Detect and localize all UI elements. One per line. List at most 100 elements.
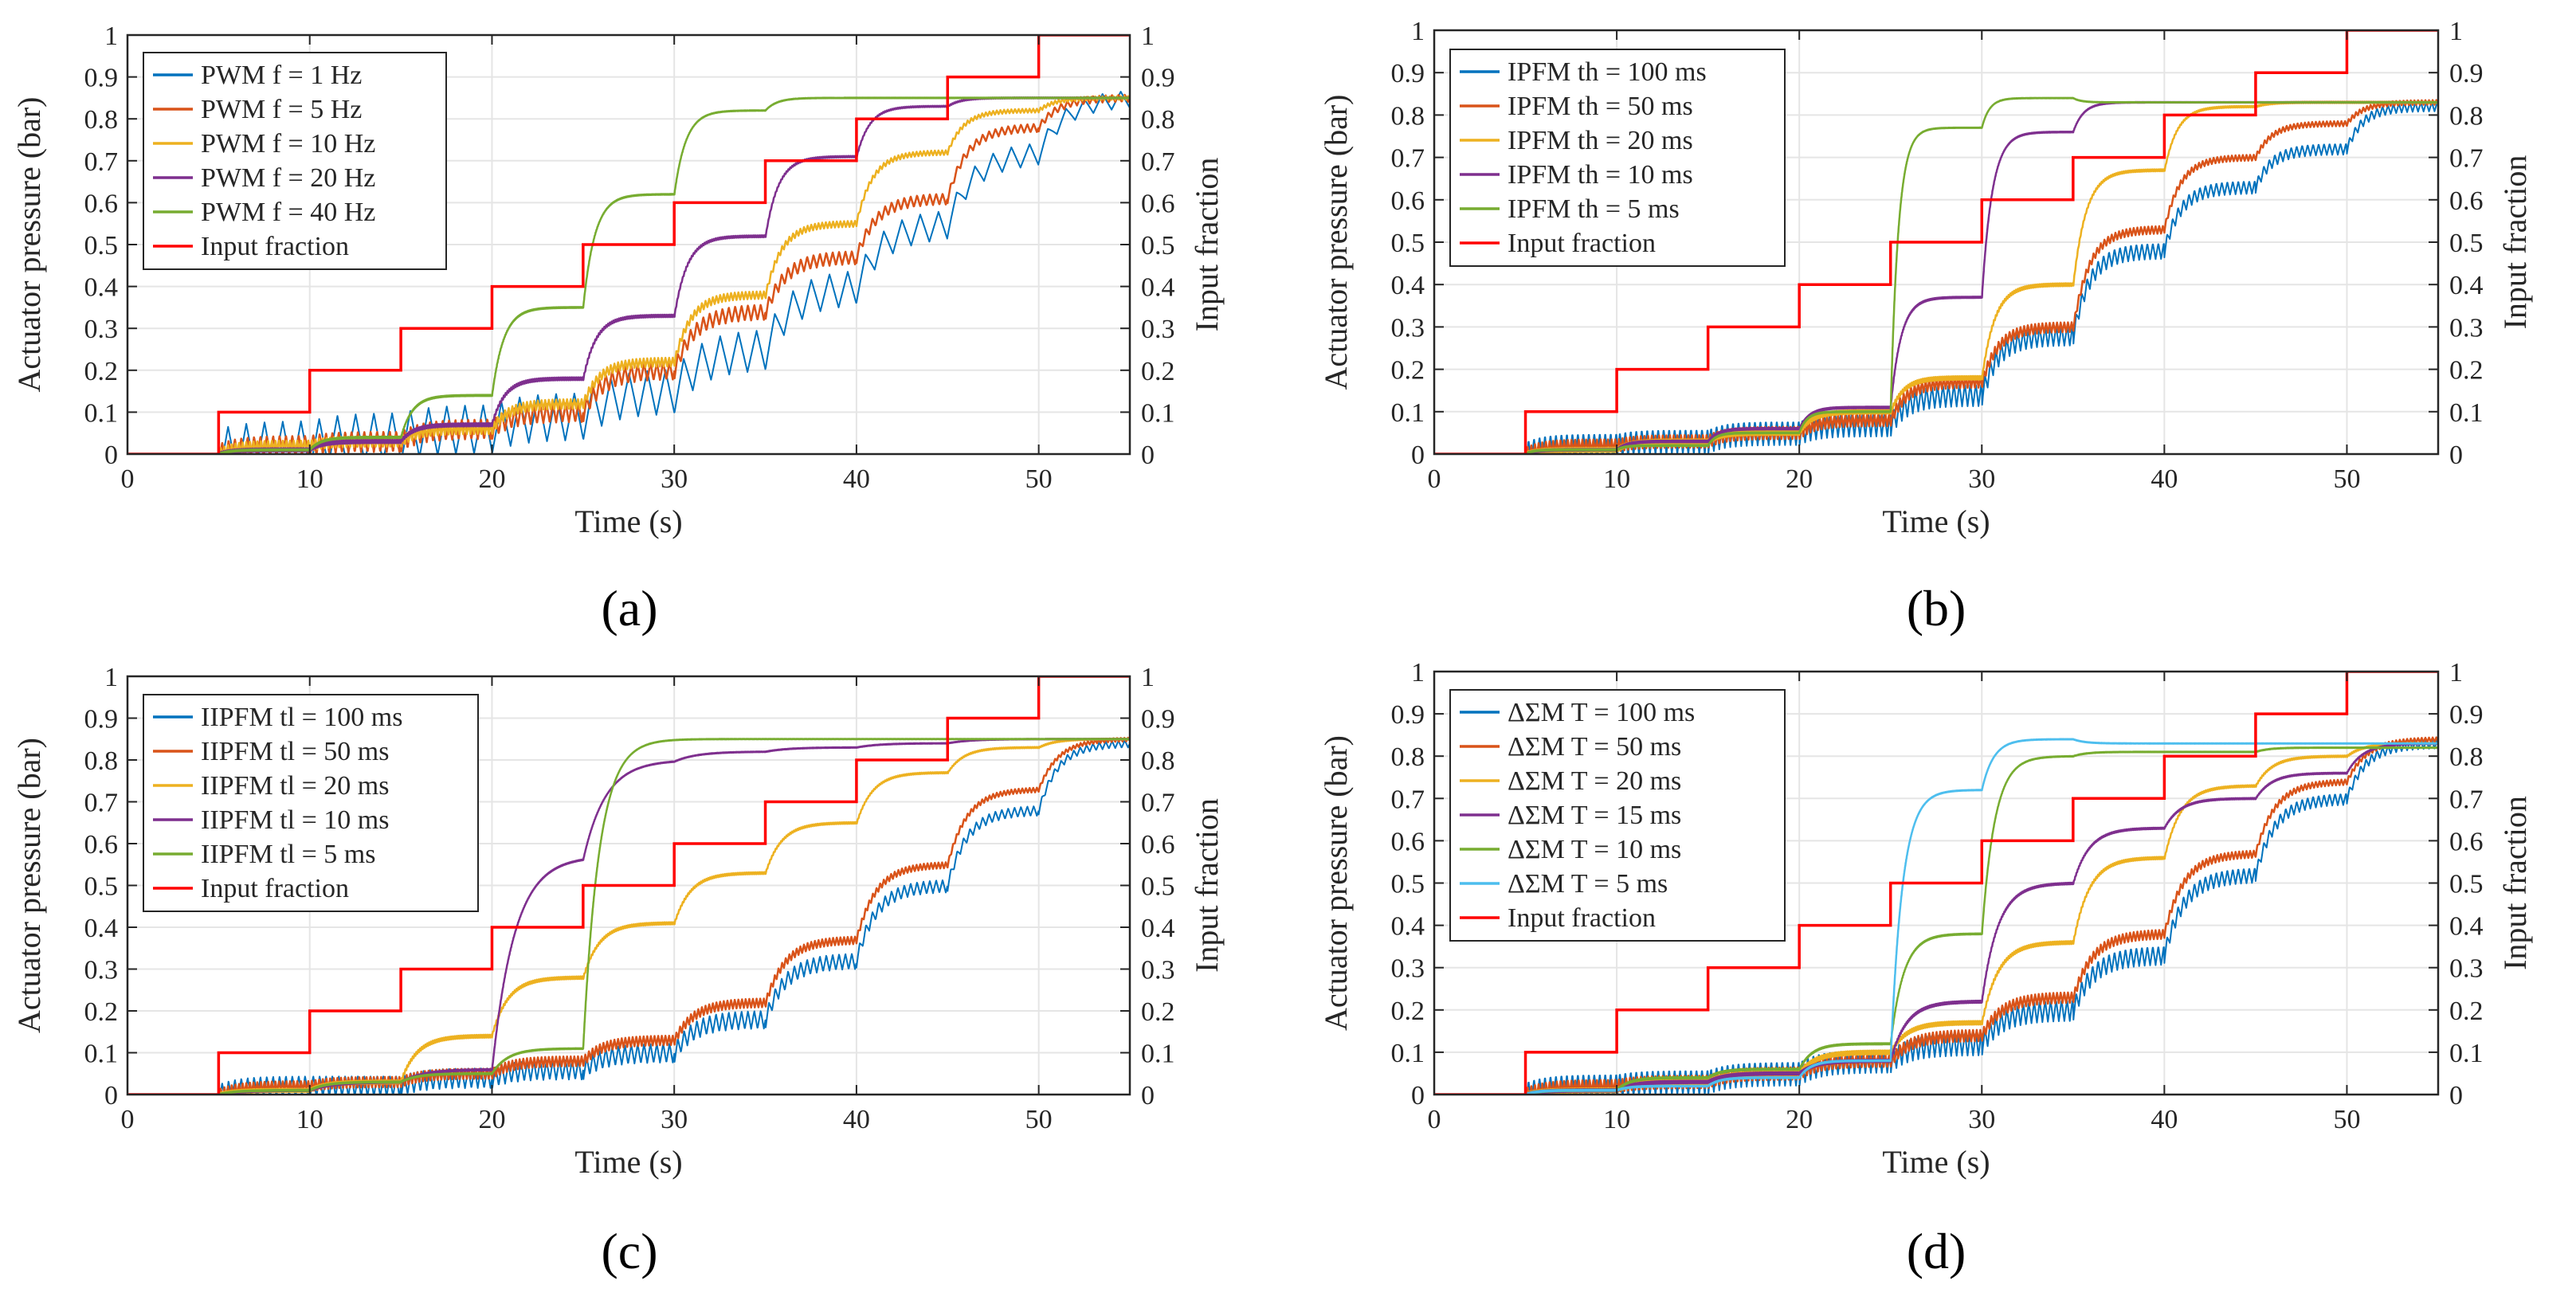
y2-tick-label: 0.1 [1141,398,1175,428]
y2-tick-label: 1 [2449,658,2463,687]
y2-tick-label: 0.4 [1141,914,1175,943]
x-tick-label: 0 [121,1105,135,1134]
x-tick-label: 40 [843,464,870,494]
series-line-5 [127,96,1130,454]
x-tick-label: 40 [2151,464,2178,494]
y2-tick-label: 0.8 [2449,101,2484,131]
legend-box [143,694,479,912]
x-tick-label: 50 [1025,464,1053,494]
series-line-3 [1434,100,2438,454]
legend-entry: Input fraction [201,874,349,903]
x-axis-label: Time (s) [574,503,682,539]
x-tick-label: 50 [2333,464,2360,494]
y2-axis-label: Input fraction [1189,798,1225,973]
ticks: 0 10 20 30 40 500 00.1 0.10.2 0.20.3 0.30.4 0.40.5… [1391,658,2484,1134]
y2-tick-label: 0 [1141,1081,1155,1110]
legend-entry: IPFM th = 100 ms [1508,57,1707,87]
y-tick-label: 0.2 [84,357,119,386]
legend-entry: Input fraction [1508,903,1656,933]
y2-tick-label: 0.6 [2449,827,2484,856]
y-tick-label: 0.4 [1391,912,1425,942]
legend: IIPFM tl = 100 ms IIPFM tl = 50 ms IIPFM t… [143,694,479,912]
y-tick-label: 0.8 [84,105,119,135]
legend-entry: IIPFM tl = 20 ms [201,771,389,801]
y2-tick-label: 0.7 [2449,785,2484,814]
x-tick-label: 50 [2333,1105,2360,1134]
y-axis-label: Actuator pressure (bar) [11,738,47,1033]
input-fraction-line [1434,30,2438,454]
series-line-3 [127,737,1130,1095]
legend-entry: ΔΣM T = 10 ms [1508,835,1681,864]
y-tick-label: 0.5 [1391,870,1425,899]
y-tick-label: 1 [104,22,118,51]
input-fraction-line [127,35,1130,454]
ticks: 0 10 20 30 40 500 00.1 0.10.2 0.20.3 0.30.4 0.40.5… [84,663,1175,1134]
legend-entry: Input fraction [1508,229,1656,258]
x-axis-label: Time (s) [1882,503,1990,539]
legend-entry: IIPFM tl = 100 ms [201,703,402,732]
y-tick-label: 0.6 [84,830,119,860]
x-tick-label: 0 [1428,464,1441,494]
y-tick-label: 0.2 [1391,997,1425,1026]
legend-entry: IIPFM tl = 50 ms [201,737,389,766]
y-tick-label: 1 [1411,17,1425,46]
y2-tick-label: 0.1 [1141,1040,1175,1069]
y2-tick-label: 0.9 [1141,64,1175,93]
y-tick-label: 0 [1411,441,1425,470]
y-tick-label: 0.6 [84,189,119,218]
y-tick-label: 0.3 [1391,313,1425,343]
legend-entry: PWM f = 40 Hz [201,198,375,227]
y-tick-label: 0.4 [84,273,119,303]
x-tick-label: 10 [1603,1105,1630,1134]
y2-tick-label: 0.3 [1141,315,1175,344]
legend-entry: IPFM th = 20 ms [1508,126,1693,155]
y2-tick-label: 0.2 [1141,357,1175,386]
y-tick-label: 0.8 [1391,742,1425,772]
x-tick-label: 0 [121,464,135,494]
x-tick-label: 30 [1968,1105,1995,1134]
y2-tick-label: 0.7 [1141,147,1175,177]
y-axis-label: Actuator pressure (bar) [1318,735,1354,1031]
y-tick-label: 0.4 [1391,271,1425,300]
y2-tick-label: 0.4 [1141,273,1175,303]
y-tick-label: 0.1 [84,1040,119,1069]
plot-area [127,676,1130,1095]
y-tick-label: 0.6 [1391,827,1425,856]
series-line-2 [127,736,1130,1095]
y2-tick-label: 1 [2449,17,2463,46]
y-tick-label: 0.7 [1391,785,1425,814]
y2-tick-label: 0.8 [1141,105,1175,135]
y-tick-label: 1 [104,663,118,692]
y-tick-label: 0.7 [84,147,119,177]
series-line-3 [127,95,1130,454]
y-tick-label: 0.2 [1391,356,1425,386]
legend-entry: PWM f = 1 Hz [201,61,362,90]
legend: ΔΣM T = 100 ms ΔΣM T = 50 ms ΔΣM T = 20 ms… [1449,689,1786,942]
y-tick-label: 0.1 [84,398,119,428]
y-tick-label: 0.5 [84,231,119,260]
legend: IPFM th = 100 ms IPFM th = 50 ms IPFM th =… [1449,49,1786,267]
y2-tick-label: 0.6 [1141,189,1175,218]
y2-tick-label: 0.5 [2449,229,2484,258]
x-tick-label: 50 [1025,1105,1053,1134]
x-axis-label: Time (s) [574,1144,682,1180]
y-tick-label: 0.4 [84,914,119,943]
y-tick-label: 1 [1411,658,1425,687]
y-tick-label: 0.7 [1391,144,1425,174]
y2-tick-label: 0.9 [2449,700,2484,730]
y2-tick-label: 0.8 [1141,746,1175,776]
y2-tick-label: 0.4 [2449,271,2484,300]
y2-tick-label: 0.2 [1141,997,1175,1027]
y2-tick-label: 0.4 [2449,912,2484,942]
y2-tick-label: 0.9 [2449,59,2484,88]
x-tick-label: 20 [478,1105,505,1134]
x-axis-label: Time (s) [1882,1144,1990,1180]
y2-tick-label: 0.1 [2449,398,2484,428]
legend-entry: IIPFM tl = 5 ms [201,840,375,869]
x-tick-label: 30 [1968,464,1995,494]
y2-tick-label: 0 [2449,441,2463,470]
plot-area [127,35,1130,454]
y2-tick-label: 0 [2449,1081,2463,1110]
y2-tick-label: 0.2 [2449,356,2484,386]
